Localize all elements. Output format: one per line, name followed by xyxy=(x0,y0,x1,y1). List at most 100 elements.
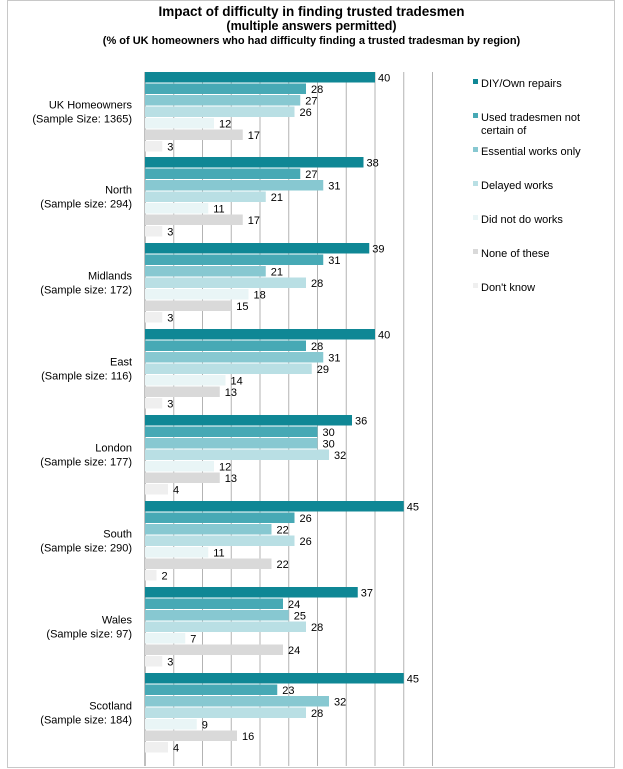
bar xyxy=(145,707,306,718)
legend-label: Don't know xyxy=(481,282,535,294)
bar xyxy=(145,587,358,598)
data-label: 28 xyxy=(311,278,323,290)
bar xyxy=(145,621,306,632)
bar xyxy=(145,266,266,277)
category-label: London xyxy=(95,442,132,454)
data-label: 26 xyxy=(300,536,312,548)
data-label: 17 xyxy=(248,215,260,227)
bar xyxy=(145,157,364,168)
data-label: 11 xyxy=(213,548,224,560)
bar xyxy=(145,312,163,323)
chart-titles: Impact of difficulty in finding trusted … xyxy=(0,4,623,49)
bar xyxy=(145,226,163,237)
data-label: 3 xyxy=(167,657,173,669)
bar xyxy=(145,449,329,460)
chart-frame xyxy=(7,0,615,768)
data-label: 27 xyxy=(305,169,317,181)
data-label: 4 xyxy=(173,485,179,497)
data-label: 24 xyxy=(288,645,300,657)
bar xyxy=(145,684,278,695)
bar xyxy=(145,191,266,202)
data-label: 21 xyxy=(271,267,283,279)
legend-label: Did not do works xyxy=(481,214,563,226)
data-label: 22 xyxy=(277,559,289,571)
chart-subtitle: (multiple answers permitted) xyxy=(226,19,397,33)
legend-swatch xyxy=(473,283,478,288)
bar xyxy=(145,598,283,609)
category-sample-size: (Sample size: 290) xyxy=(40,542,132,554)
data-label: 14 xyxy=(231,376,243,388)
bar xyxy=(145,340,306,351)
legend-swatch xyxy=(473,249,478,254)
category-label: South xyxy=(103,528,132,540)
category-sample-size: (Sample size: 177) xyxy=(40,456,132,468)
category-label: Midlands xyxy=(88,270,133,282)
bar xyxy=(145,512,295,523)
data-label: 7 xyxy=(190,634,196,646)
data-label: 31 xyxy=(328,255,340,267)
category-sample-size: (Sample size: 184) xyxy=(40,714,132,726)
bar xyxy=(145,484,168,495)
category-sample-size: (Sample size: 172) xyxy=(40,284,132,296)
bar xyxy=(145,644,283,655)
category-label: Wales xyxy=(102,614,133,626)
bar xyxy=(145,129,243,140)
chart-title: Impact of difficulty in finding trusted … xyxy=(158,4,465,19)
bar xyxy=(145,375,226,386)
data-label: 28 xyxy=(311,708,323,720)
data-label: 13 xyxy=(225,387,237,399)
chart-subtitle-2: (% of UK homeowners who had difficulty f… xyxy=(102,35,521,47)
bar xyxy=(145,118,214,129)
category-label: UK Homeowners xyxy=(49,99,133,111)
bar xyxy=(145,352,324,363)
data-label: 31 xyxy=(328,353,340,365)
category-sample-size: (Sample size: 97) xyxy=(46,628,132,640)
data-label: 2 xyxy=(162,571,168,583)
data-label: 13 xyxy=(225,473,237,485)
legend-swatch xyxy=(473,181,478,186)
data-label: 4 xyxy=(173,743,179,755)
data-label: 16 xyxy=(242,731,254,743)
data-label: 18 xyxy=(254,290,266,302)
data-label: 39 xyxy=(372,244,384,256)
legend-label: Used tradesmen not xyxy=(481,112,580,124)
bar xyxy=(145,289,249,300)
data-label: 30 xyxy=(323,439,335,451)
bar xyxy=(145,106,295,117)
data-label: 28 xyxy=(311,622,323,634)
data-label: 28 xyxy=(311,84,323,96)
data-label: 3 xyxy=(167,313,173,325)
data-label: 40 xyxy=(378,73,390,85)
bar xyxy=(145,141,163,152)
bar xyxy=(145,277,306,288)
data-label: 32 xyxy=(334,697,346,709)
data-label: 45 xyxy=(407,502,419,514)
bar xyxy=(145,329,375,340)
bar xyxy=(145,203,209,214)
data-label: 17 xyxy=(248,130,260,142)
bar xyxy=(145,363,312,374)
data-label: 25 xyxy=(294,611,306,623)
data-label: 12 xyxy=(219,119,231,131)
data-label: 28 xyxy=(311,341,323,353)
legend-swatch xyxy=(473,113,478,118)
data-label: 38 xyxy=(367,158,379,170)
legend-label: certain of xyxy=(481,125,527,137)
data-label: 12 xyxy=(219,462,231,474)
bar xyxy=(145,633,186,644)
bar xyxy=(145,83,306,94)
bar xyxy=(145,386,220,397)
data-label: 11 xyxy=(213,204,224,216)
data-label: 30 xyxy=(323,427,335,439)
bar xyxy=(145,656,163,667)
data-label: 22 xyxy=(277,525,289,537)
bar xyxy=(145,535,295,546)
data-label: 23 xyxy=(282,685,294,697)
bar xyxy=(145,168,301,179)
data-label: 3 xyxy=(167,399,173,411)
data-label: 21 xyxy=(271,192,283,204)
data-label: 26 xyxy=(300,107,312,119)
data-label: 3 xyxy=(167,227,173,239)
legend-label: None of these xyxy=(481,248,550,260)
